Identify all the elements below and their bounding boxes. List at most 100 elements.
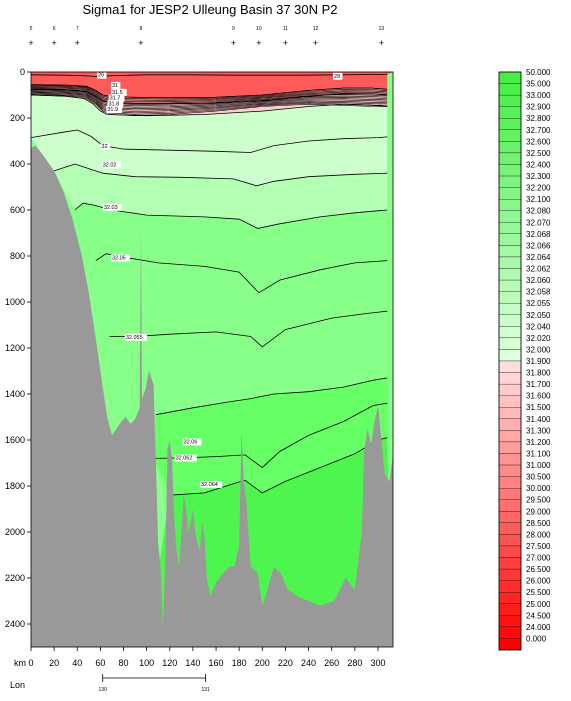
contour-label: 31.7	[110, 96, 121, 102]
plot-frame	[30, 71, 394, 648]
legend-swatch	[498, 488, 522, 500]
legend-label: 27.500	[526, 542, 551, 551]
legend-label: 28.500	[526, 519, 551, 528]
station-marker: +	[313, 38, 318, 48]
km-tick-label: 180	[232, 658, 247, 668]
legend-label: 25.500	[526, 588, 551, 597]
isopycnal-c3202	[53, 163, 388, 187]
legend-label: 25.000	[526, 600, 551, 609]
legend-swatch	[498, 279, 522, 292]
legend-swatch	[498, 557, 522, 570]
legend-swatch	[498, 372, 522, 385]
km-tick-label: 220	[278, 658, 293, 668]
legend-label: 28.000	[526, 530, 551, 539]
legend-swatch	[498, 268, 522, 281]
band-3206-32062	[153, 377, 388, 468]
band-319-32	[31, 95, 388, 153]
station-marker: +	[28, 38, 33, 48]
legend-swatch	[498, 94, 522, 107]
depth-tick-label: 0	[20, 67, 25, 77]
depth-tick-label: 600	[10, 205, 25, 215]
station-label: 8	[139, 26, 142, 32]
contour-label-bg	[333, 72, 343, 80]
legend-swatch	[498, 626, 522, 639]
legend-swatch	[498, 175, 522, 188]
legend-label: 31.700	[526, 380, 551, 389]
contour-label: 31.9	[107, 107, 118, 113]
legend-label: 32.600	[526, 137, 551, 146]
legend-swatch	[498, 545, 522, 558]
lon-tick-label: 131	[201, 687, 210, 693]
legend-label: 24.500	[526, 611, 551, 620]
station-label: 10	[256, 26, 262, 32]
isopycnal-c315	[30, 88, 388, 105]
legend-swatch	[498, 522, 522, 535]
isopycnal-thin-10	[30, 92, 388, 112]
contour-label-bg	[110, 254, 130, 262]
contour-label-bg	[97, 71, 107, 79]
legend-label: 32.050	[526, 311, 551, 320]
legend-swatch	[498, 615, 522, 628]
legend-swatch	[498, 568, 522, 581]
legend-swatch	[498, 141, 522, 154]
legend-swatch	[498, 187, 522, 200]
legend-label: 26.500	[526, 565, 551, 574]
contour-label: 31.8	[108, 101, 119, 107]
isopycnal-c319	[30, 94, 388, 117]
legend-label: 32.700	[526, 126, 551, 135]
depth-tick-label: 1800	[5, 481, 25, 491]
band-3202-3203	[54, 164, 388, 229]
contour-label: 32.03	[104, 205, 118, 211]
band-3203-3205	[74, 203, 388, 293]
distance-axis-ticks: 0 20 40 60 80 100 120 140 160 180 200 220 240 260 280 3…	[28, 647, 385, 668]
legend-label: 32.055	[526, 299, 551, 308]
legend-label: 31.100	[526, 449, 551, 458]
longitude-axis: 130 131	[99, 674, 210, 693]
km-tick-label: 200	[255, 658, 270, 668]
legend-label: 27.000	[526, 554, 551, 563]
contour-label: 32	[102, 144, 108, 150]
legend-swatch	[498, 418, 522, 431]
legend-label: 30.000	[526, 484, 551, 493]
contour-label: 31	[112, 83, 118, 89]
legend-label: 32.300	[526, 172, 551, 181]
contour-label-bg	[124, 333, 148, 341]
legend-label: 31.600	[526, 392, 551, 401]
legend-label: 29.500	[526, 496, 551, 505]
legend-swatch	[498, 256, 522, 269]
contour-label: 32.02	[103, 162, 117, 168]
station-marker: +	[283, 38, 288, 48]
contour-label: 32.062	[176, 456, 193, 462]
legend-label: 32.900	[526, 103, 551, 112]
legend-label: 31.300	[526, 426, 551, 435]
station-marker: +	[75, 38, 80, 48]
km-tick-label: 100	[139, 658, 154, 668]
depth-tick-label: 1000	[5, 297, 25, 307]
legend-swatch	[498, 245, 522, 258]
depth-tick-label: 2200	[5, 573, 25, 583]
legend-swatch	[498, 314, 522, 327]
contour-label-bg	[102, 203, 122, 211]
legend-label: 32.058	[526, 288, 551, 297]
legend-label: 26.000	[526, 577, 551, 586]
isopycnal-c26	[30, 73, 388, 78]
contour-label-bg	[100, 142, 110, 150]
km-axis-unit: km	[14, 658, 26, 668]
legend-label: 32.066	[526, 241, 551, 250]
legend-label: 32.020	[526, 334, 551, 343]
station-marker: +	[379, 38, 384, 48]
contour-label-bg	[174, 454, 197, 462]
legend-label: 24.000	[526, 623, 551, 632]
km-tick-label: 20	[49, 658, 59, 668]
legend-label: 29.000	[526, 507, 551, 516]
legend-label: 32.060	[526, 276, 551, 285]
legend-swatch	[498, 453, 522, 466]
km-tick-label: 300	[370, 658, 385, 668]
station-marker: +	[51, 38, 56, 48]
isopycnal-thin-13	[30, 94, 388, 117]
contour-label: 32.055	[126, 335, 143, 341]
isopycnal-c32055	[109, 310, 388, 348]
legend-label: 32.070	[526, 218, 551, 227]
